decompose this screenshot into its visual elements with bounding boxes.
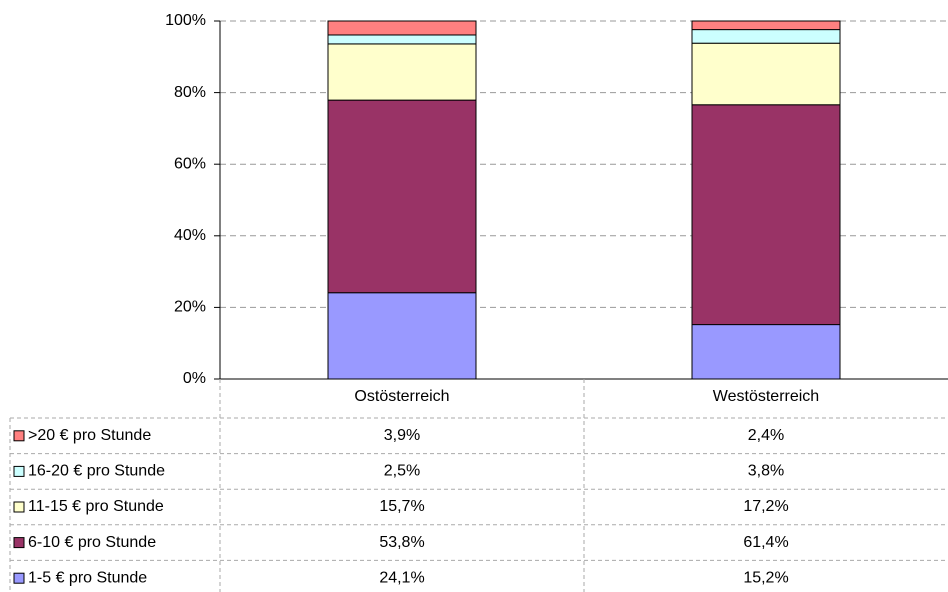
table-value: 17,2% [743,498,788,515]
y-tick-label: 40% [174,227,206,244]
legend-key [13,430,25,442]
bar-segment [691,29,841,44]
legend-label: >20 € pro Stunde [28,427,151,444]
bar-segment [691,20,841,31]
y-tick-label: 80% [174,84,206,101]
legend-label: 11-15 € pro Stunde [28,498,164,515]
table-value: 3,8% [748,463,784,480]
table-value: 15,7% [379,498,424,515]
table-value: 53,8% [379,534,424,551]
table-value: 2,5% [384,463,420,480]
table-value: 15,2% [743,569,788,586]
legend-key [13,465,25,477]
bar-segment [327,99,477,294]
table-value: 24,1% [379,569,424,586]
legend-key [13,537,25,549]
bar-segment [327,292,477,380]
y-tick-label: 0% [183,370,206,387]
bar-segment [327,43,477,101]
legend-label: 16-20 € pro Stunde [28,463,165,480]
table-value: 3,9% [384,427,420,444]
table-value: 2,4% [748,427,784,444]
x-tick-label: Ostösterreich [354,388,449,405]
y-tick-label: 20% [174,299,206,316]
bar-segment [327,20,477,36]
bar-segment [691,104,841,326]
legend-key [13,572,25,584]
bar-segment [691,324,841,380]
bar-segment [327,34,477,45]
bar-segment [691,42,841,106]
legend-key [13,501,25,513]
y-tick-label: 100% [165,12,206,29]
legend-label: 6-10 € pro Stunde [28,534,156,551]
y-tick-label: 60% [174,155,206,172]
table-value: 61,4% [743,534,788,551]
legend-label: 1-5 € pro Stunde [28,569,147,586]
x-tick-label: Westösterreich [713,388,819,405]
